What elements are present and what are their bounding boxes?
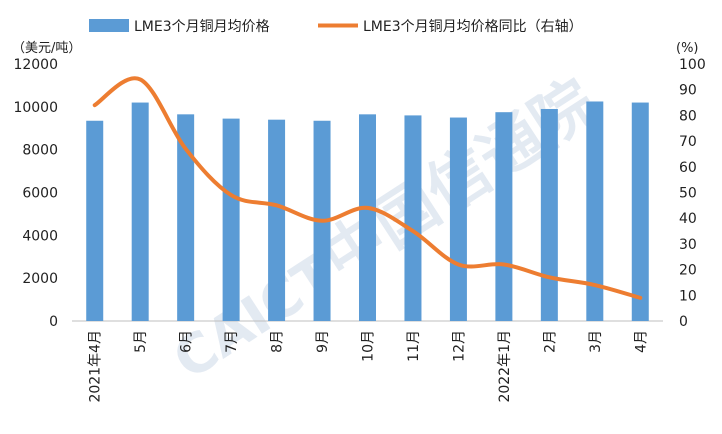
x-tick-label: 7月	[224, 330, 240, 353]
x-tick-label: 2021年4月	[88, 330, 104, 403]
bar	[449, 117, 467, 322]
x-tick-label: 9月	[315, 330, 331, 353]
bar	[131, 102, 149, 321]
x-tick-label: 12月	[451, 330, 467, 362]
legend: LME3个月铜月均价格 LME3个月铜月均价格同比（右轴）	[89, 19, 583, 35]
y-left-tick-label: 10000	[13, 100, 58, 116]
bar	[222, 118, 240, 321]
y-right-tick-label: 70	[679, 134, 697, 150]
bar	[586, 101, 604, 322]
y-right-tick-label: 10	[679, 288, 697, 304]
x-tick-label: 10月	[361, 330, 377, 362]
bar	[631, 102, 649, 321]
bar	[359, 114, 376, 322]
y-left-axis: 0 2000 4000 6000 8000 10000 12000	[13, 57, 58, 330]
legend-label-line: LME3个月铜月均价格同比（右轴）	[363, 19, 583, 35]
x-tick-label: 5月	[133, 330, 149, 353]
y-left-tick-label: 8000	[22, 143, 58, 159]
y-right-unit: (%)	[676, 41, 699, 56]
y-right-tick-label: 40	[679, 211, 697, 227]
y-left-tick-label: 4000	[22, 228, 58, 244]
x-tick-label: 3月	[588, 330, 604, 353]
y-right-axis: 0 10 20 30 40 50 60 70 80 90 100	[679, 57, 706, 330]
x-axis: 2021年4月 5月 6月 7月 8月 9月 10月 11月 12月 2022年1月 2月 3月 4月	[88, 330, 650, 403]
bar	[404, 115, 422, 322]
x-tick-label: 11月	[406, 330, 422, 362]
bar	[495, 112, 513, 321]
y-right-tick-label: 100	[679, 57, 706, 73]
x-tick-label: 2月	[542, 330, 558, 353]
y-right-tick-label: 90	[679, 83, 697, 99]
bar	[268, 119, 286, 321]
bar	[540, 108, 558, 321]
y-left-tick-label: 2000	[22, 271, 58, 287]
y-right-tick-label: 50	[679, 186, 697, 202]
line-series	[92, 76, 643, 300]
legend-swatch-bar	[89, 19, 129, 32]
y-right-tick-label: 60	[679, 160, 697, 176]
x-tick-label: 2022年1月	[497, 330, 513, 403]
y-left-unit: （美元/吨）	[12, 41, 81, 56]
bar	[177, 114, 195, 322]
y-left-tick-label: 6000	[22, 186, 58, 202]
y-right-tick-label: 80	[679, 108, 697, 124]
y-right-tick-label: 30	[679, 237, 697, 253]
y-left-tick-label: 12000	[13, 57, 58, 73]
y-left-tick-label: 0	[49, 314, 58, 330]
bar	[86, 120, 104, 321]
x-tick-label: 6月	[179, 330, 195, 353]
x-tick-label: 4月	[633, 330, 649, 353]
legend-label-bar: LME3个月铜月均价格	[134, 19, 270, 35]
y-right-tick-label: 0	[679, 314, 688, 330]
y-right-tick-label: 20	[679, 263, 697, 279]
x-tick-label: 8月	[270, 330, 286, 353]
bar-series	[86, 101, 649, 322]
